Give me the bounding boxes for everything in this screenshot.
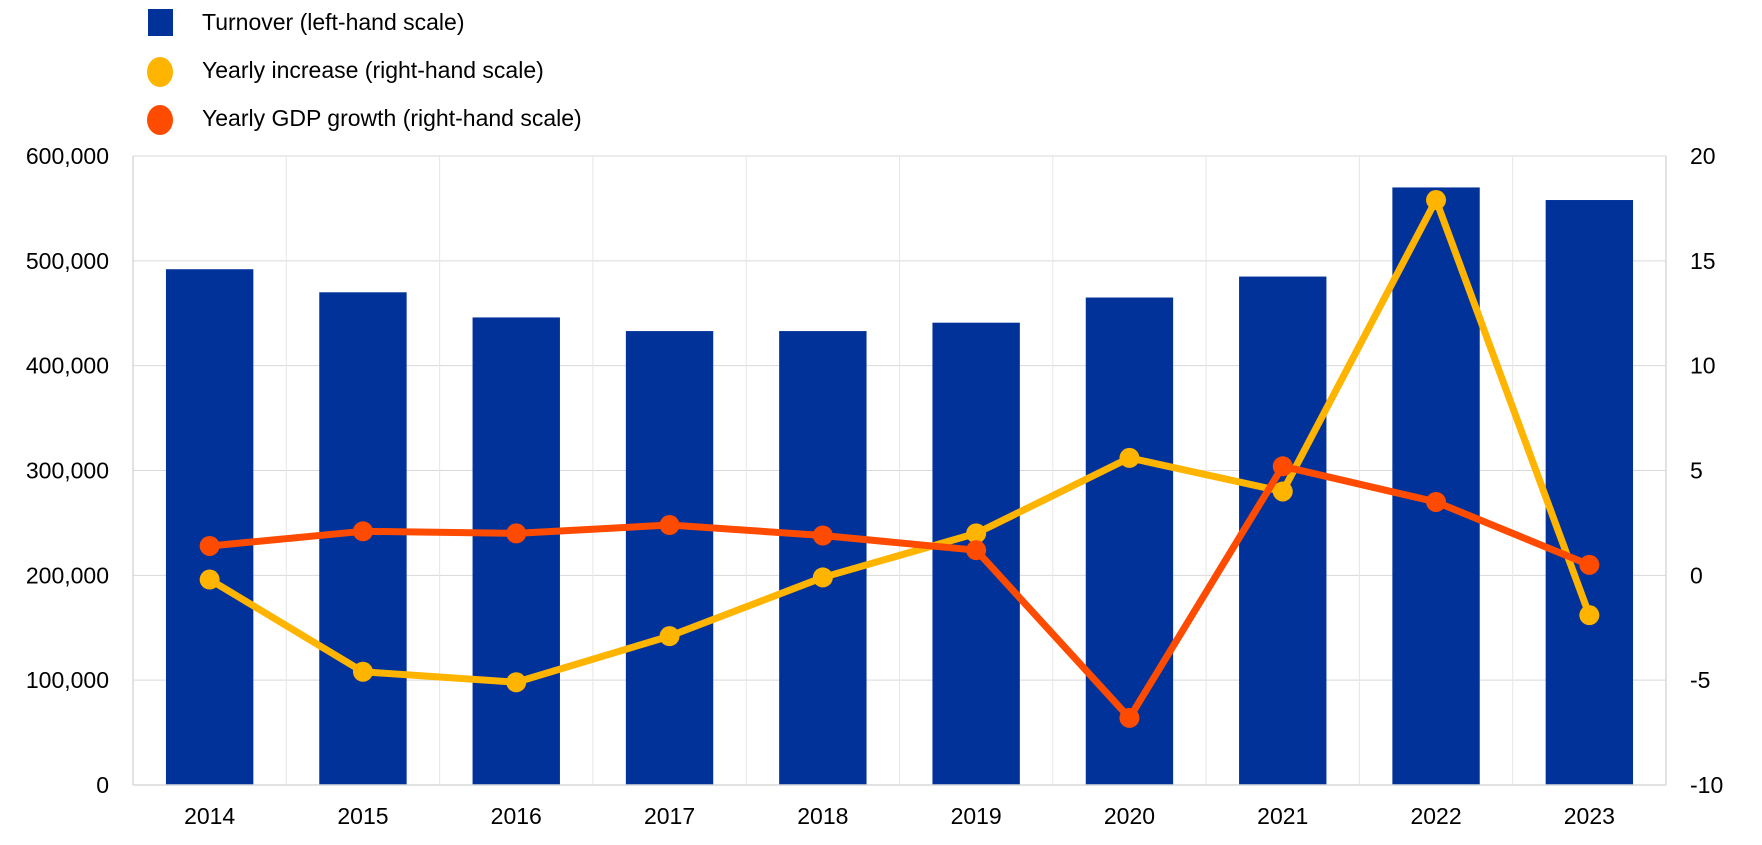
bar-turnover-2014	[165, 269, 254, 786]
point-yearly-increase-2018	[812, 567, 833, 588]
line-gdp-growth	[209, 462, 1591, 722]
point-gdp-growth-2022	[1426, 491, 1447, 512]
point-gdp-growth-2016	[506, 523, 527, 544]
point-gdp-growth-2019	[966, 540, 987, 561]
x-axis-tick-label: 2022	[1410, 803, 1461, 829]
x-axis-tick-label: 2020	[1104, 803, 1155, 829]
point-gdp-growth-2015	[352, 521, 373, 542]
lines	[199, 190, 1600, 728]
point-yearly-increase-2015	[352, 661, 373, 682]
point-yearly-increase-2020	[1119, 447, 1140, 468]
point-gdp-growth-2014	[199, 535, 220, 556]
line-yearly-increase	[207, 196, 1593, 686]
legend: Turnover (left-hand scale) Yearly increas…	[147, 9, 582, 135]
right-axis-tick-label: 0	[1690, 562, 1703, 588]
bar-turnover-2020	[1085, 297, 1174, 785]
point-gdp-growth-2023	[1579, 554, 1600, 575]
left-axis-tick-label: 600,000	[26, 143, 109, 169]
point-yearly-increase-2014	[199, 569, 220, 590]
point-yearly-increase-2023	[1579, 605, 1600, 626]
left-axis-tick-label: 300,000	[26, 458, 109, 484]
x-axis-tick-label: 2023	[1564, 803, 1615, 829]
legend-label: Yearly increase (right-hand scale)	[202, 57, 544, 83]
point-gdp-growth-2018	[812, 525, 833, 546]
legend-marker-circle	[147, 105, 173, 135]
left-axis-tick-label: 500,000	[26, 248, 109, 274]
point-gdp-growth-2020	[1119, 707, 1140, 728]
right-axis-tick-label: 5	[1690, 458, 1703, 484]
legend-label: Yearly GDP growth (right-hand scale)	[202, 105, 582, 131]
right-axis-tick-label: 20	[1690, 143, 1716, 169]
legend-marker-square	[148, 9, 173, 36]
point-gdp-growth-2021	[1272, 456, 1293, 477]
x-axis-tick-label: 2019	[951, 803, 1002, 829]
bar-turnover-2016	[472, 317, 560, 785]
right-axis-tick-label: -10	[1690, 772, 1723, 798]
left-axis-tick-label: 100,000	[26, 667, 109, 693]
left-axis-tick-label: 200,000	[26, 562, 109, 588]
right-axis-tick-label: 15	[1690, 248, 1716, 274]
point-yearly-increase-2016	[506, 672, 527, 693]
legend-label: Turnover (left-hand scale)	[202, 9, 464, 35]
bar-turnover-2017	[625, 331, 714, 785]
bar-turnover-2018	[779, 331, 867, 785]
bar-turnover-2021	[1239, 276, 1327, 785]
x-axis-tick-label: 2016	[491, 803, 542, 829]
axes: 0 100,000 200,000 300,000 400,000 500,000 600,…	[26, 143, 1723, 829]
bars	[165, 187, 1634, 786]
point-yearly-increase-2021	[1272, 481, 1293, 502]
point-yearly-increase-2019	[966, 523, 987, 544]
x-axis-tick-label: 2021	[1257, 803, 1308, 829]
x-axis-tick-label: 2018	[797, 803, 848, 829]
left-axis-tick-label: 400,000	[26, 353, 109, 379]
x-axis-tick-label: 2014	[184, 803, 235, 829]
right-axis-tick-label: -5	[1690, 667, 1710, 693]
point-yearly-increase-2022	[1426, 190, 1447, 211]
bar-turnover-2023	[1545, 200, 1634, 785]
x-axis-tick-label: 2017	[644, 803, 695, 829]
legend-marker-circle	[147, 57, 173, 87]
point-yearly-increase-2017	[659, 626, 680, 647]
left-axis-tick-label: 0	[96, 772, 109, 798]
x-axis-tick-label: 2015	[337, 803, 388, 829]
point-gdp-growth-2017	[659, 515, 680, 536]
right-axis-tick-label: 10	[1690, 353, 1716, 379]
